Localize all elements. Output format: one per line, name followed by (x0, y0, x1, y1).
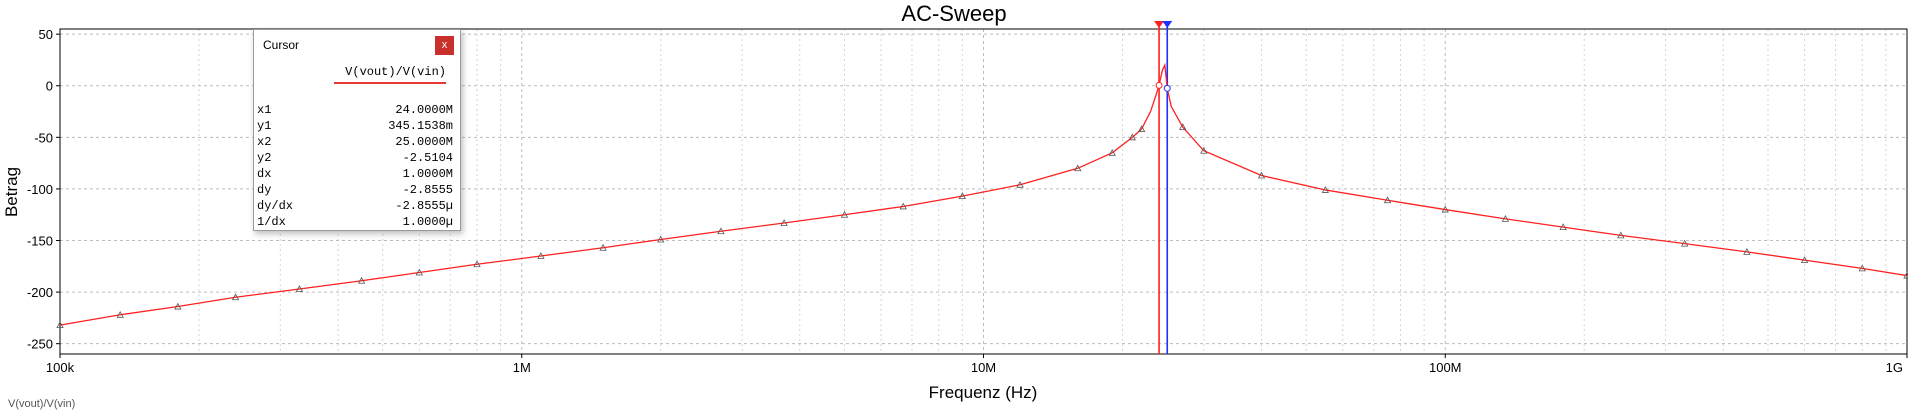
data-point (1257, 171, 1266, 179)
y-axis-label: Betrag (2, 167, 21, 217)
data-point (1200, 146, 1208, 154)
series-line (59, 62, 1908, 326)
y-tick-label: -50 (34, 130, 53, 145)
x-axis-label: Frequenz (Hz) (929, 383, 1038, 402)
y-tick-label: -250 (27, 337, 53, 352)
y-tick-label: 50 (39, 27, 53, 42)
cursor-row-label: y2 (257, 151, 272, 165)
data-point (1016, 180, 1024, 188)
data-point (174, 302, 182, 310)
data-point (657, 235, 665, 243)
data-point (1501, 215, 1510, 222)
data-point (1321, 186, 1330, 193)
cursor-row-label: dy (257, 183, 272, 197)
data-point (899, 202, 907, 210)
y-tick-label: -200 (27, 285, 53, 300)
cursor-handle-x1[interactable] (1154, 21, 1165, 28)
data-point (1559, 223, 1567, 230)
cursor-window-title: Cursor (263, 38, 300, 52)
bottom-signal-note: V(vout)/V(vin) (8, 398, 76, 410)
data-point (717, 227, 725, 235)
cursor-row-label: x2 (257, 135, 272, 149)
cursor-row-label: x1 (257, 103, 272, 117)
data-point (1108, 148, 1116, 156)
chart-title: AC-Sweep (901, 1, 1006, 26)
x-axis-ticks: 100k 1M 10M 100M 1G (46, 354, 1908, 375)
y-tick-label: -100 (27, 182, 53, 197)
data-point (780, 219, 788, 226)
cursor-signal-name: V(vout)/V(vin) (334, 65, 446, 84)
y-tick-label: 0 (46, 79, 53, 94)
data-point (1137, 125, 1146, 132)
cursor-row-value: -2.8555µ (395, 199, 453, 213)
data-point (1179, 123, 1187, 130)
data-point (1617, 231, 1625, 239)
cursor-row-label: dx (257, 167, 272, 181)
data-point (1800, 256, 1809, 264)
data-point (1128, 133, 1136, 141)
cursor-row-y2: y2 -2.5104 (257, 150, 453, 166)
x-tick-label: 100k (46, 360, 75, 375)
data-point (1441, 205, 1449, 213)
cursor-row-value: 1.0000µ (402, 215, 453, 229)
cursor-window-titlebar[interactable]: Cursor x (254, 30, 460, 55)
cursor-marker-x2 (1163, 84, 1171, 92)
cursor-lines[interactable] (1154, 21, 1173, 354)
data-point (1903, 271, 1908, 279)
data-point (116, 310, 124, 318)
cursor-marker-x1 (1155, 81, 1163, 89)
cursor-row-dx: dx 1.0000M (257, 166, 453, 182)
data-point (1383, 196, 1392, 204)
data-point (357, 276, 366, 284)
data-point (1858, 264, 1866, 272)
cursor-row-value: 24.0000M (395, 103, 453, 117)
data-point (231, 293, 240, 301)
data-point (1680, 239, 1689, 247)
cursor-row-value: -2.5104 (402, 151, 453, 165)
data-point (958, 192, 967, 200)
cursor-row-value: 1.0000M (402, 167, 453, 181)
cursor-row-1-dx: 1/dx 1.0000µ (257, 214, 453, 230)
cursor-row-label: y1 (257, 119, 272, 133)
data-point (415, 268, 423, 276)
x-tick-label: 1G (1886, 360, 1903, 375)
x-tick-label: 100M (1429, 360, 1462, 375)
data-point (599, 243, 607, 251)
cursor-values-table: x1 24.0000M y1 345.1538m x2 25.0000M y2 -2.5104… (257, 102, 453, 230)
cursor-row-x2: x2 25.0000M (257, 134, 453, 150)
data-point (56, 321, 64, 329)
cursor-row-dy: dy -2.8555 (257, 182, 453, 198)
data-point (295, 285, 304, 292)
cursor-row-dy-dx: dy/dx -2.8555µ (257, 198, 453, 214)
data-point (840, 210, 849, 218)
data-point (473, 260, 481, 268)
close-icon[interactable]: x (435, 36, 454, 55)
cursor-row-label: 1/dx (257, 215, 286, 229)
data-point (537, 252, 545, 259)
cursor-window[interactable]: Cursor x V(vout)/V(vin) x1 24.0000M y1 345.… (253, 29, 461, 231)
cursor-row-label: dy/dx (257, 199, 294, 213)
y-axis-ticks: 50 0 -50 -100 -150 -200 -250 (27, 27, 60, 352)
x-tick-label: 10M (971, 360, 996, 375)
y-tick-label: -150 (27, 234, 53, 249)
series-layer (56, 62, 1908, 329)
cursor-row-value: 25.0000M (395, 135, 453, 149)
cursor-handle-x2[interactable] (1162, 21, 1173, 28)
data-point (1074, 164, 1082, 172)
cursor-row-value: -2.8555 (402, 183, 453, 197)
x-tick-label: 1M (513, 360, 531, 375)
data-point (1743, 248, 1751, 255)
cursor-row-y1: y1 345.1538m (257, 118, 453, 134)
cursor-row-value: 345.1538m (388, 119, 453, 133)
cursor-row-x1: x1 24.0000M (257, 102, 453, 118)
